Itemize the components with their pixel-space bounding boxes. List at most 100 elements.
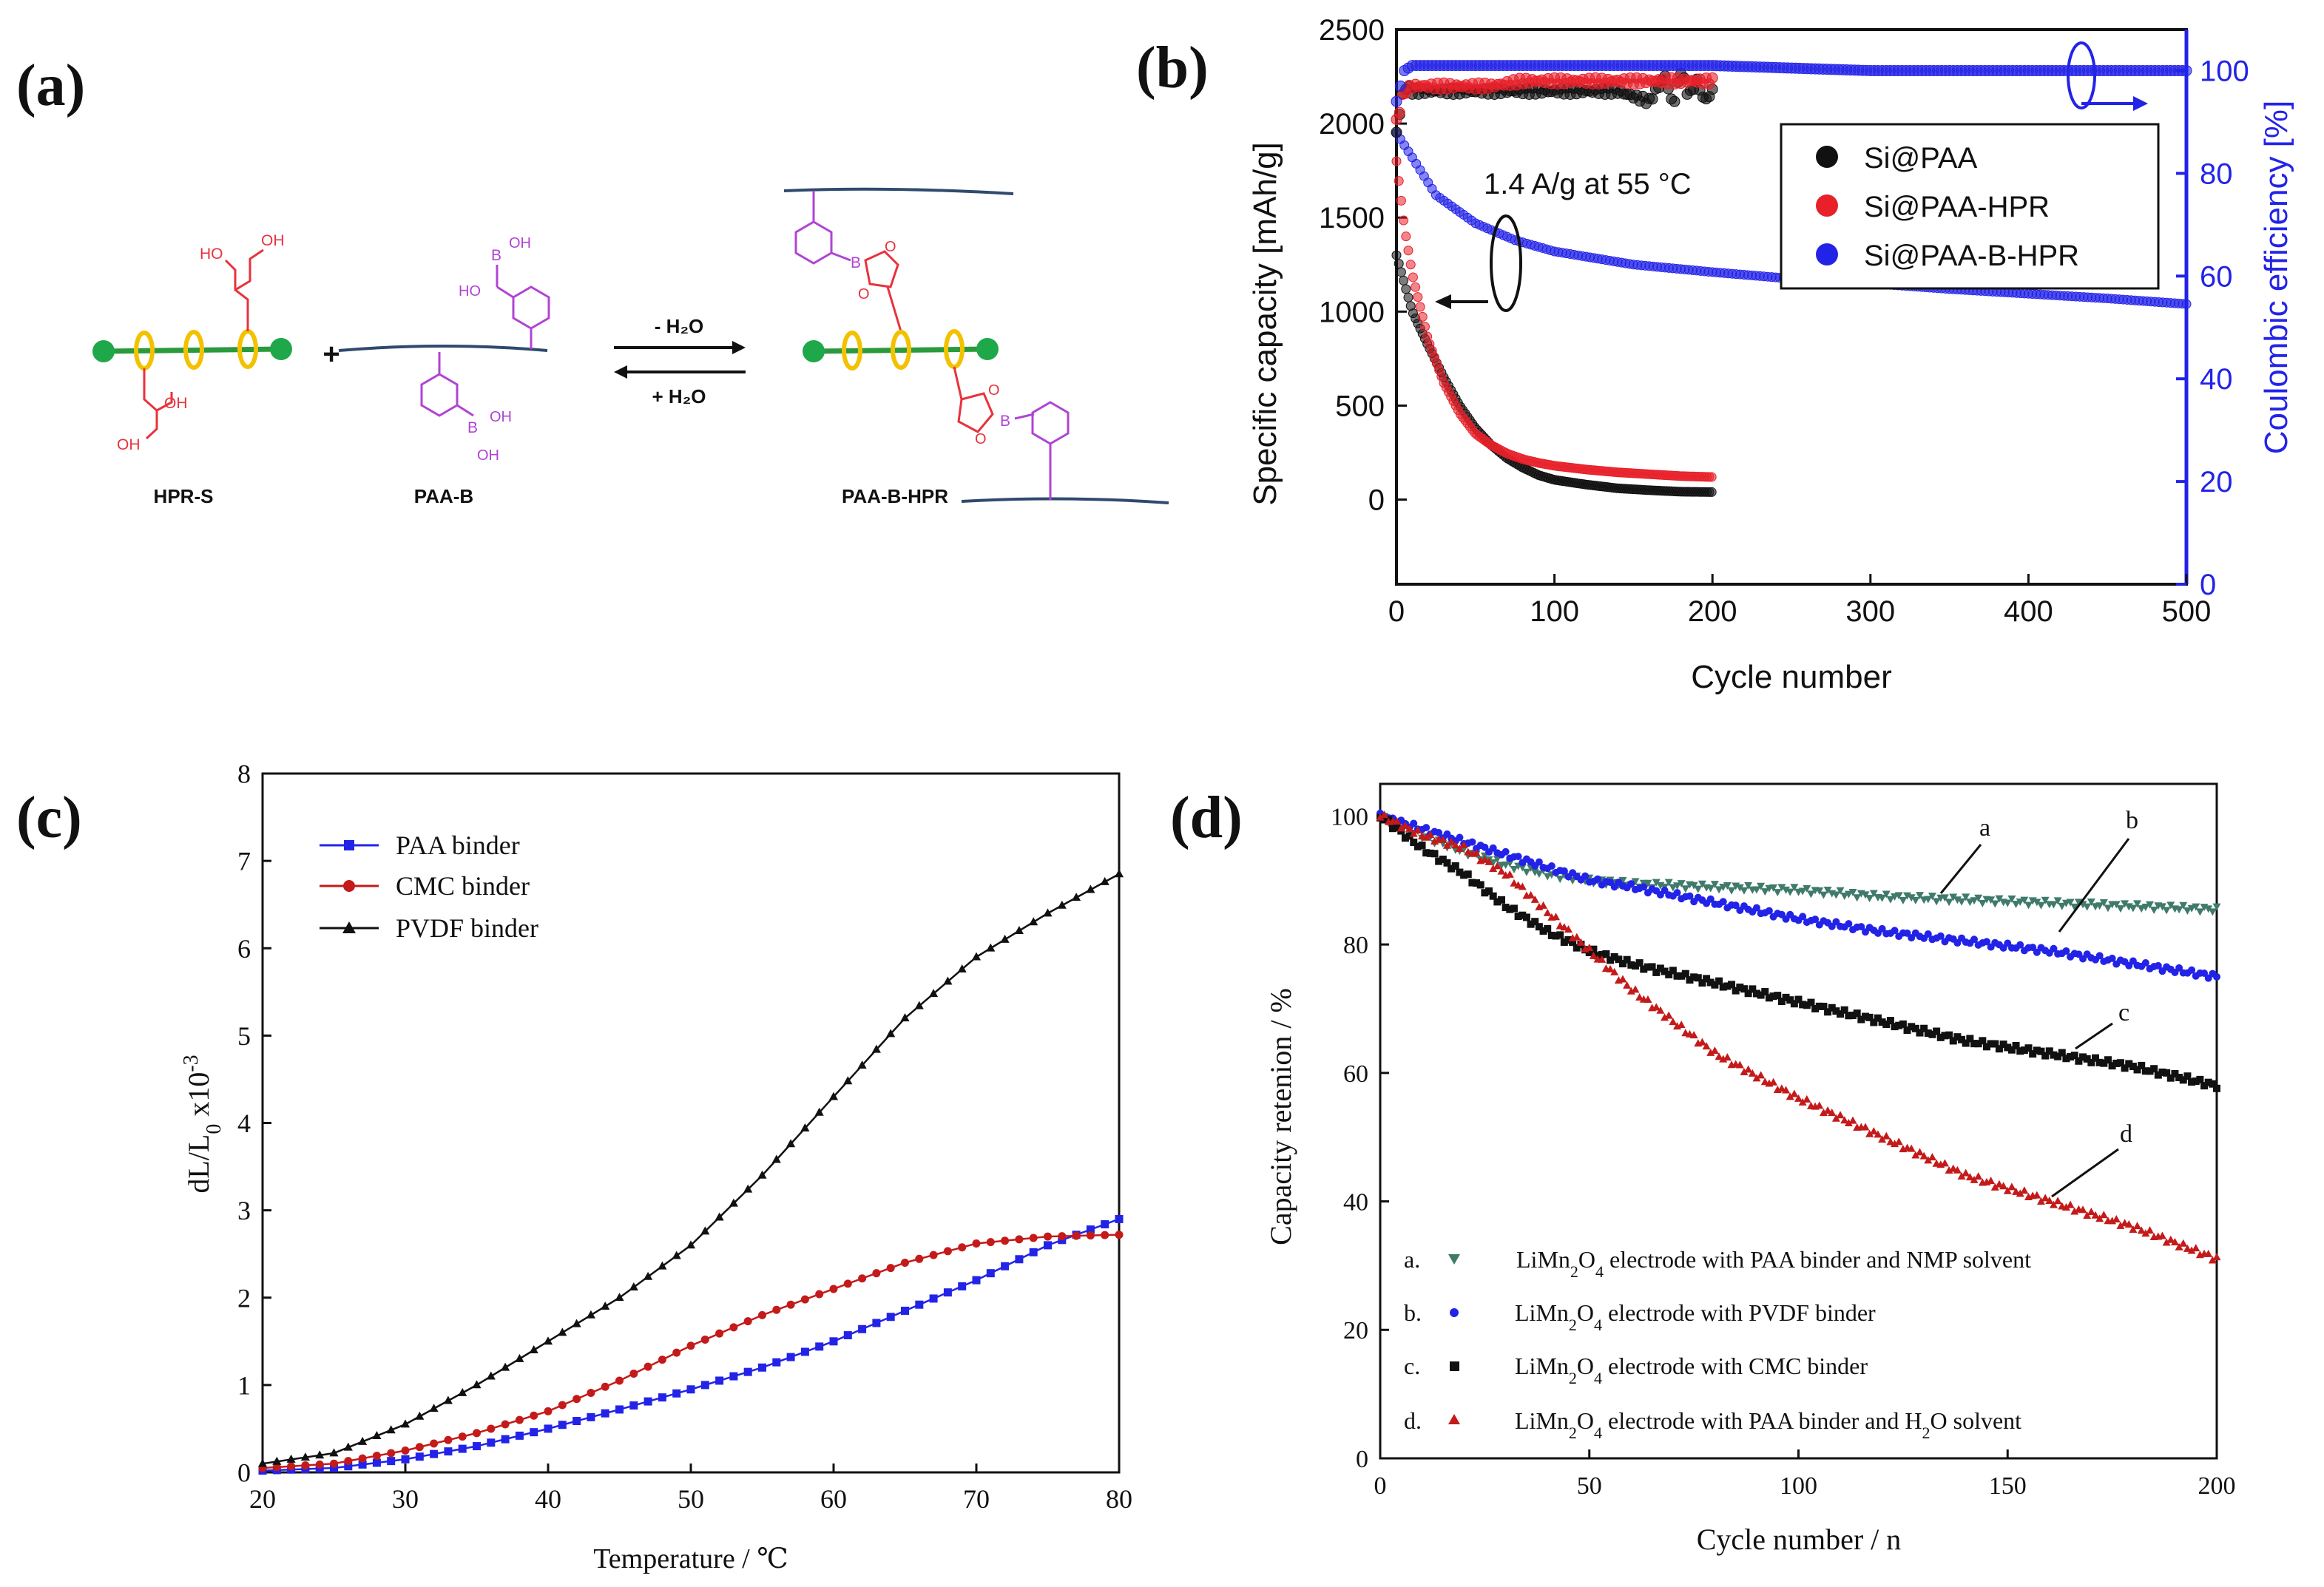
chart-b-marker-ellipse-right [2067, 41, 2096, 109]
series-point-a [1928, 893, 1936, 901]
series-point-cmc-binder [1058, 1232, 1067, 1241]
capacity-point-Si@PAA [1403, 292, 1413, 302]
series-point-c [1991, 1040, 1999, 1048]
series-point-paa-binder [743, 1367, 752, 1376]
capacity-point-Si@PAA-HPR [1394, 176, 1404, 186]
diol-bond-upper [234, 248, 264, 291]
boronate-ester-ring [864, 250, 899, 288]
chart-d-y-tick-label: 100 [1331, 803, 1368, 830]
series-point-paa-binder [358, 1460, 367, 1469]
series-point-c [2154, 1071, 2162, 1079]
series-point-d [1987, 1177, 1996, 1185]
series-point-d [1393, 817, 1402, 825]
series-point-d [2003, 1186, 2012, 1194]
series-point-c [1715, 977, 1723, 985]
series-point-c [1448, 864, 1456, 873]
series-point-c [1497, 896, 1505, 904]
series-point-pvdf-binder [1029, 917, 1038, 926]
chart-c-x-tick-label: 30 [392, 1484, 419, 1514]
series-point-c [1585, 948, 1593, 956]
series-point-c [1899, 1020, 1907, 1028]
series-point-a [1903, 892, 1912, 900]
series-point-d [2061, 1202, 2070, 1211]
series-point-paa-binder [886, 1313, 895, 1322]
series-point-a [2204, 905, 2213, 913]
series-point-pvdf-binder [729, 1198, 738, 1207]
series-point-c [1865, 1013, 1874, 1021]
series-point-d [1886, 1137, 1895, 1146]
series-point-a [1848, 889, 1857, 897]
series-point-c [1393, 824, 1401, 832]
series-point-d [2091, 1211, 2100, 1219]
series-point-a [2141, 903, 2150, 911]
series-point-c [1443, 859, 1451, 867]
series-point-c [1681, 970, 1689, 978]
series-point-a [2012, 900, 2021, 908]
series-point-a [1706, 884, 1715, 893]
series-point-b [1878, 924, 1886, 933]
series-point-b [1706, 895, 1715, 903]
series-point-cmc-binder [929, 1251, 938, 1259]
efficiency-point-Si@PAA [1646, 93, 1658, 105]
series-point-b [1811, 916, 1820, 924]
chart-d-y-axis-label: Capacity retenion / % [1264, 988, 1297, 1245]
series-point-a [1518, 864, 1527, 872]
series-point-paa-binder [958, 1282, 967, 1290]
curve-pointer-a [1939, 844, 1982, 894]
series-point-d [1828, 1109, 1837, 1117]
series-point-a [1769, 884, 1778, 892]
chart-d-curve-labels: a b c d [1939, 807, 2138, 1198]
chart-c-x-tick-label: 50 [678, 1484, 704, 1514]
series-point-c [1426, 849, 1434, 857]
series-point-d [1794, 1094, 1803, 1102]
series-point-d [2212, 1253, 2221, 1261]
paa-b-molecule: B OH HO B OH OH PAA-B [338, 235, 550, 507]
series-point-c [1468, 879, 1476, 887]
series-point-b [1422, 824, 1430, 832]
chart-b-legend: Si@PAA Si@PAA-HPR Si@PAA-B-HPR [1780, 123, 2160, 290]
series-point-a [1710, 881, 1719, 889]
series-point-pvdf-binder [415, 1411, 425, 1420]
chart-b-y2-ticks: 0 20 40 60 80 100 [2176, 55, 2249, 601]
chart-c: 20 30 40 50 60 70 80 0 1 2 3 4 5 6 7 8 Temperature / ℃… [180, 759, 1133, 1574]
series-point-a [1878, 894, 1887, 902]
series-point-b [1845, 920, 1853, 928]
capacity-point-Si@PAA [1401, 284, 1411, 294]
series-point-paa-binder [986, 1269, 995, 1278]
chart-d-y-tick-label: 0 [1356, 1446, 1368, 1473]
chart-b-y-tick-label: 1000 [1319, 296, 1385, 328]
legend-label-d: LiMn2O4 electrode with PAA binder and H2… [1515, 1407, 2021, 1442]
oxygen-atom: O [858, 286, 870, 302]
series-line-pvdf-binder [262, 873, 1120, 1465]
series-point-a [1899, 896, 1908, 904]
series-point-b [1686, 892, 1694, 900]
series-point-d [1715, 1052, 1723, 1060]
efficiency-point-Si@PAA [1391, 126, 1402, 138]
series-point-b [1953, 939, 1962, 947]
series-point-b [1514, 853, 1522, 861]
series-point-c [1987, 1040, 1995, 1048]
series-point-cmc-binder [615, 1376, 624, 1385]
series-point-c [1456, 868, 1464, 876]
series-point-cmc-binder [1072, 1231, 1081, 1240]
series-point-d [1702, 1042, 1711, 1050]
series-point-b [1456, 833, 1464, 842]
oh-label: OH [477, 447, 499, 464]
ho-label: HO [459, 283, 481, 300]
legend-prefix-a: a. [1404, 1246, 1420, 1273]
chart-b-y2-tick-label: 80 [2200, 158, 2233, 190]
capacity-point-Si@PAA-HPR [1415, 302, 1425, 312]
series-point-paa-binder [1001, 1262, 1010, 1270]
series-point-c [2070, 1052, 2078, 1060]
series-point-d [1878, 1135, 1887, 1143]
series-point-c [1711, 981, 1719, 989]
series-point-cmc-binder [415, 1443, 424, 1452]
stopper-bead-right [976, 338, 999, 360]
series-point-d [1564, 925, 1573, 933]
capacity-point-Si@PAA-HPR [1399, 215, 1409, 226]
series-point-b [2154, 961, 2162, 970]
series-point-cmc-binder [1029, 1234, 1038, 1242]
series-point-c [2067, 1053, 2075, 1061]
series-point-paa-binder [1101, 1220, 1109, 1229]
efficiency-point-Si@PAA [1669, 95, 1680, 107]
